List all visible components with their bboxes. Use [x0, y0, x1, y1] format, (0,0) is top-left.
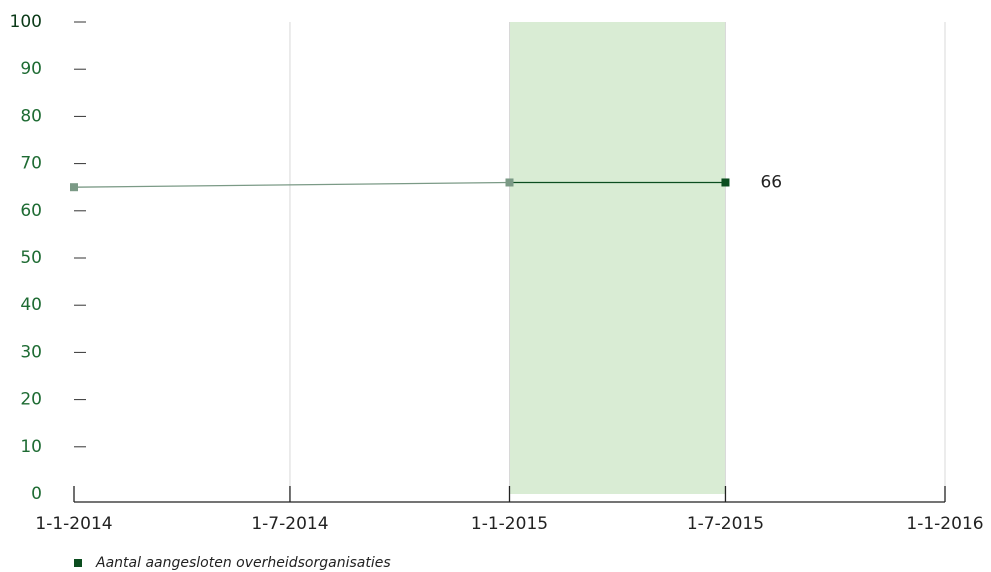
legend-marker [74, 559, 82, 567]
y-tick-label: 10 [20, 437, 42, 457]
y-tick-label: 90 [20, 59, 42, 79]
y-tick-label: 20 [20, 390, 42, 410]
highlight-band [509, 22, 726, 494]
y-tick-label: 60 [20, 201, 42, 221]
point [721, 178, 730, 187]
y-tick-label: 100 [10, 12, 42, 32]
y-tick-label: 40 [20, 295, 42, 315]
x-tick-label: 1-7-2015 [687, 514, 764, 534]
x-tick-label: 1-1-2016 [906, 514, 983, 534]
data-label: 66 [760, 172, 782, 192]
x-tick-label: 1-1-2015 [471, 514, 548, 534]
point [505, 178, 514, 187]
y-tick-label: 80 [20, 106, 42, 126]
x-tick-label: 1-7-2014 [251, 514, 328, 534]
point [70, 183, 78, 192]
y-tick-label: 50 [20, 248, 42, 268]
legend-label: Aantal aangesloten overheidsorganisaties [95, 555, 391, 571]
y-tick-label: 70 [20, 154, 42, 174]
line-segment [73, 181, 510, 188]
y-tick-label: 30 [20, 342, 42, 362]
y-tick-label: 0 [31, 484, 42, 504]
x-tick-label: 1-1-2014 [35, 514, 112, 534]
